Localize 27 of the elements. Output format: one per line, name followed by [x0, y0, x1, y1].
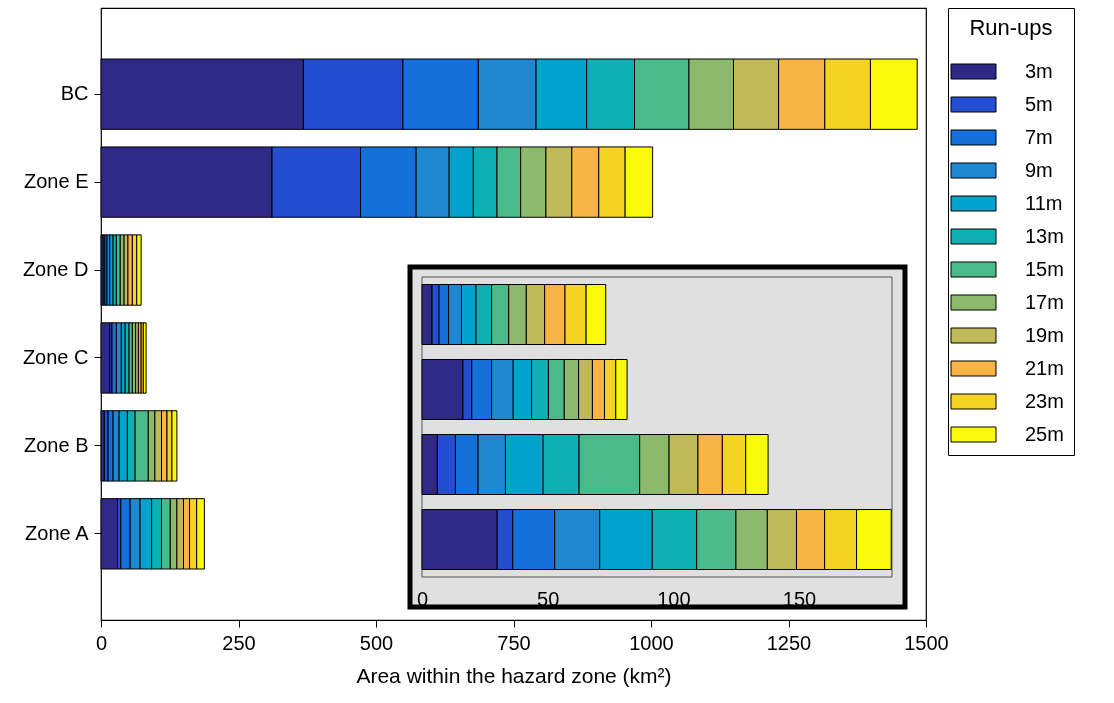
x-tick-label: 0	[95, 631, 108, 654]
x-tick-label: 1500	[904, 631, 949, 654]
legend-label: 3m	[1025, 59, 1053, 82]
legend-title: Run-ups	[969, 15, 1053, 40]
legend-label: 21m	[1025, 356, 1064, 379]
y-tick-label: Zone B	[24, 433, 89, 456]
y-tick-label: Zone A	[25, 521, 90, 544]
x-tick-label: 750	[497, 631, 531, 654]
x-tick-label: 1000	[629, 631, 674, 654]
x-tick-label: 500	[359, 631, 394, 654]
y-tick-label: Zone E	[24, 170, 89, 193]
x-tick-label: 1250	[766, 631, 812, 654]
legend-label: 5m	[1025, 92, 1053, 115]
legend-label: 23m	[1025, 389, 1064, 412]
legend-label: 7m	[1025, 125, 1053, 148]
y-tick-label: Zone C	[22, 345, 89, 368]
x-tick-label: 250	[222, 631, 256, 654]
legend-label: 9m	[1025, 158, 1053, 181]
legend-label: 11m	[1025, 191, 1063, 214]
legend-label: 15m	[1025, 257, 1064, 280]
y-tick-label: Zone D	[22, 258, 89, 281]
legend-label: 17m	[1025, 290, 1064, 313]
y-tick-label: BC	[60, 82, 89, 105]
legend-label: 13m	[1025, 224, 1064, 247]
legend-label: 25m	[1025, 422, 1064, 445]
legend-label: 19m	[1025, 323, 1064, 346]
x-axis-title: Area within the hazard zone (km²)	[356, 663, 672, 687]
